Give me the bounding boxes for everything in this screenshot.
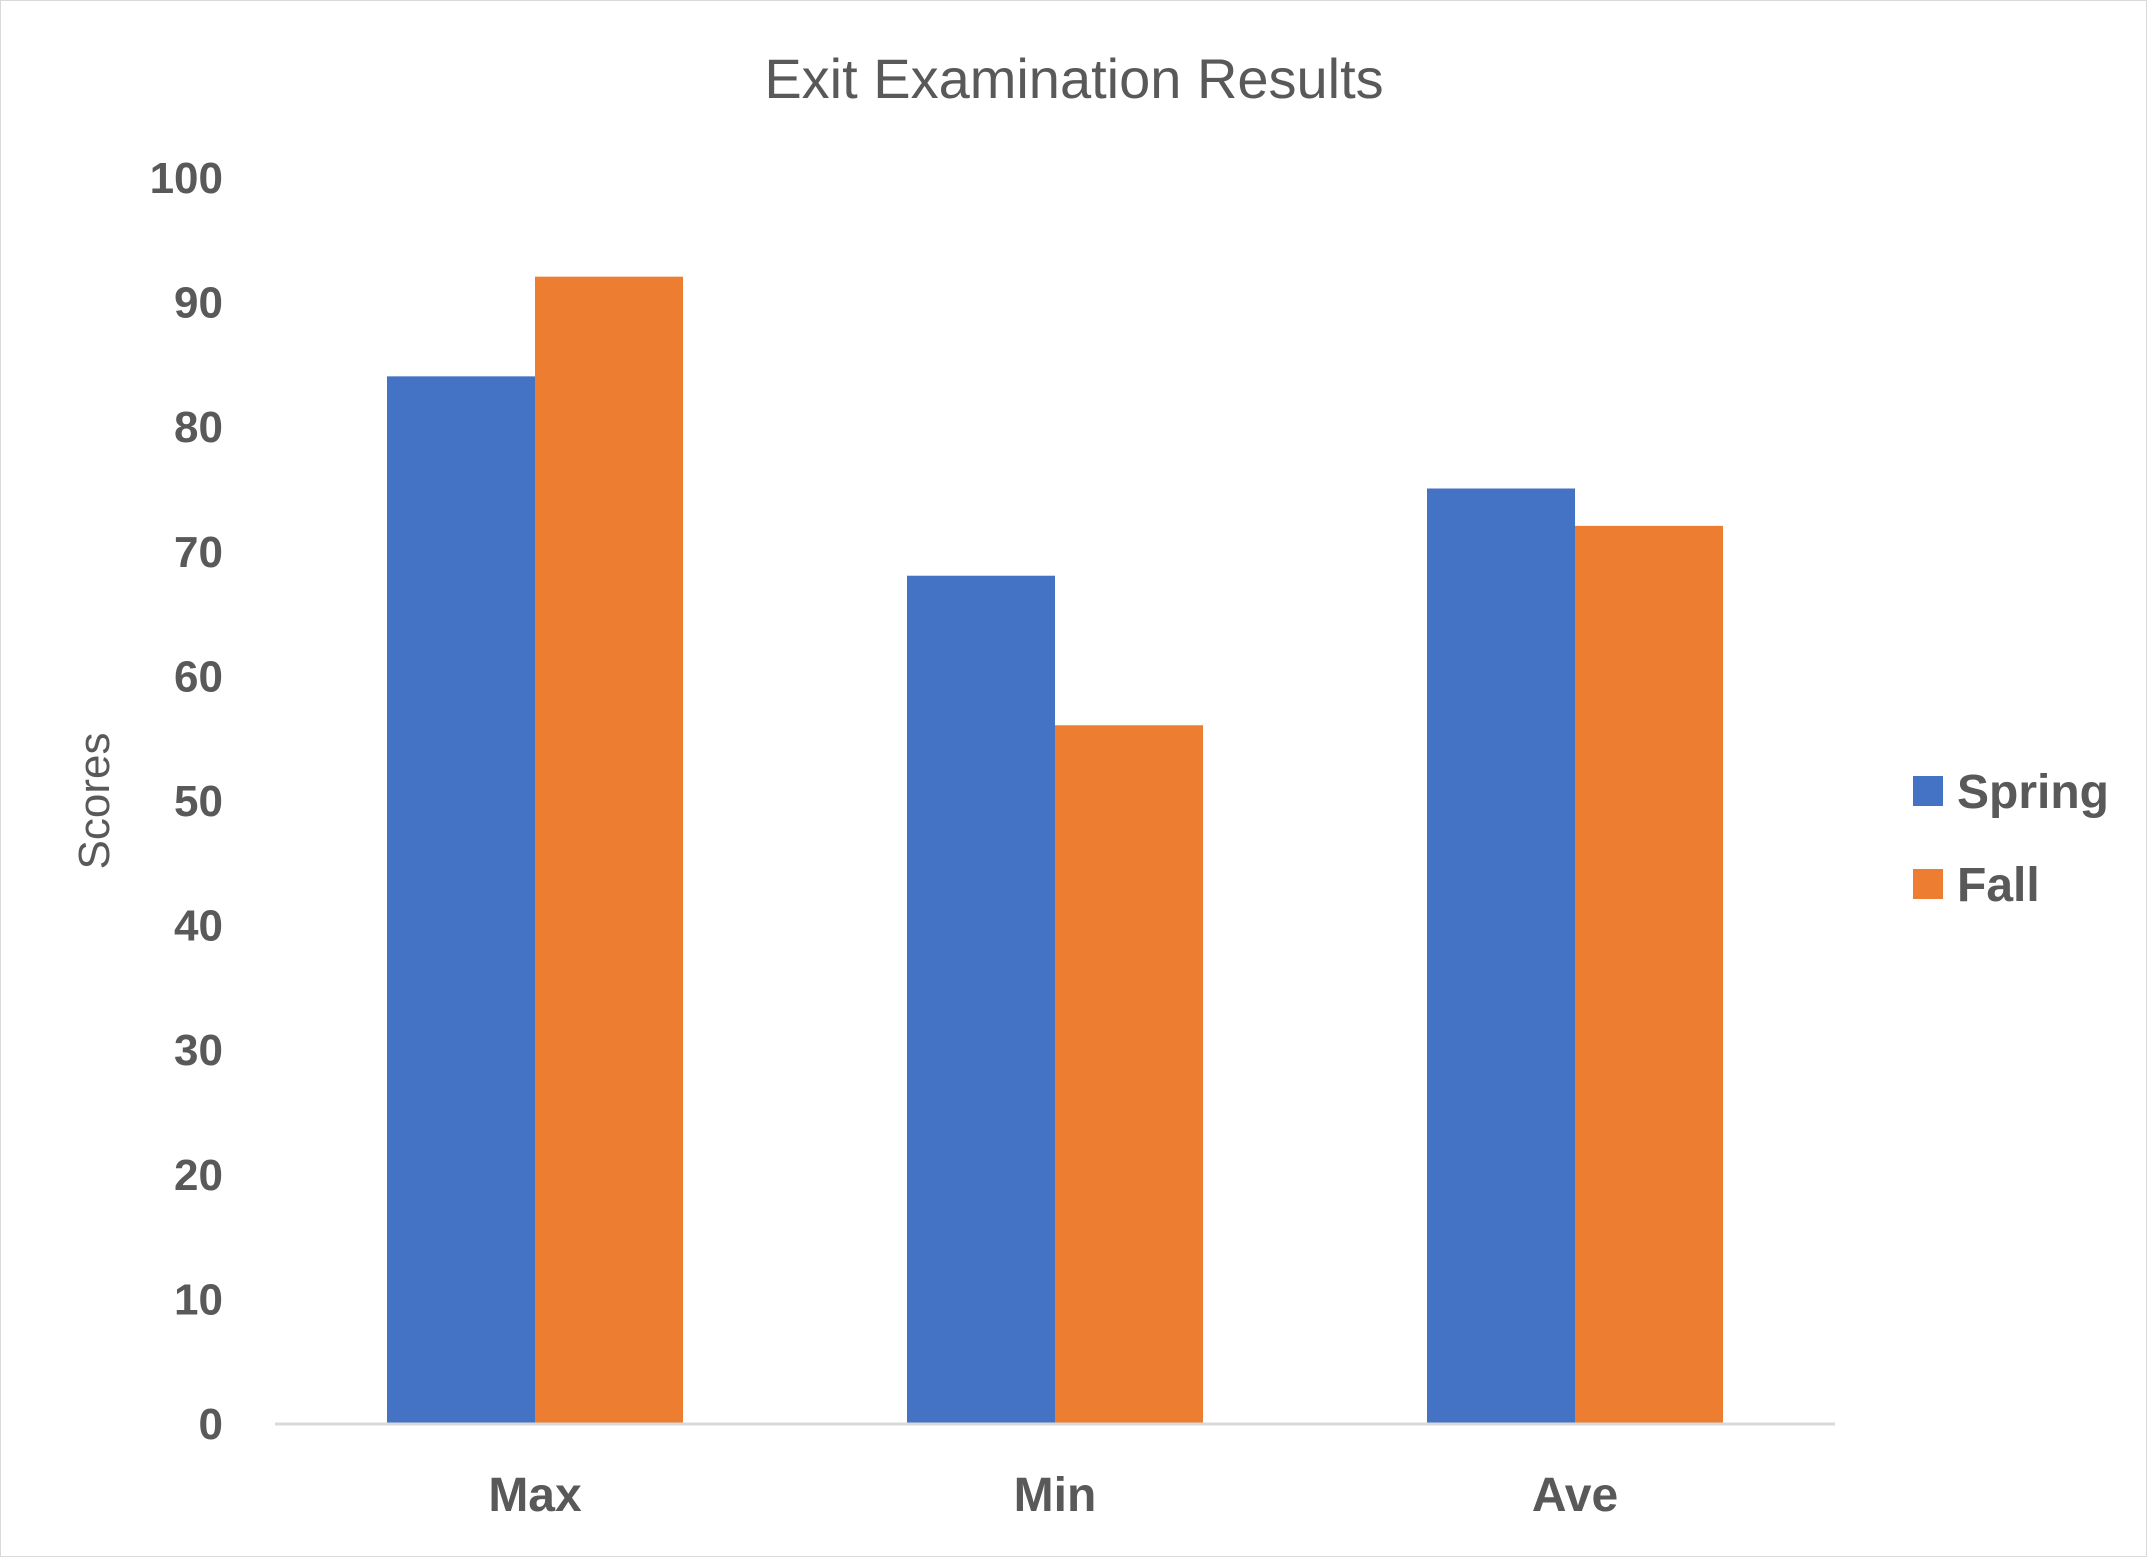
y-tick-label: 20 (174, 1151, 223, 1200)
x-tick-label: Max (488, 1469, 582, 1522)
y-tick-label: 80 (174, 403, 223, 452)
chart-title: Exit Examination Results (764, 47, 1383, 110)
y-axis-label: Scores (70, 733, 119, 870)
y-tick-label: 40 (174, 902, 223, 951)
bar-fall-ave (1575, 525, 1723, 1423)
legend-swatch-fall (1913, 869, 1943, 899)
plot-area: 0 10 20 30 40 50 60 70 80 90 100 Max Min Ave (150, 154, 1835, 1522)
legend-swatch-spring (1913, 776, 1943, 806)
legend-label-fall: Fall (1957, 859, 2040, 912)
y-tick-label: 90 (174, 279, 223, 328)
bar-spring-min (907, 575, 1055, 1423)
y-tick-label: 60 (174, 652, 223, 701)
bar-fall-max (535, 276, 683, 1424)
y-tick-label: 10 (174, 1275, 223, 1324)
bar-fall-min (1055, 725, 1203, 1423)
x-tick-label: Ave (1532, 1469, 1618, 1522)
y-tick-label: 70 (174, 528, 223, 577)
bar-spring-max (387, 376, 535, 1423)
y-tick-label: 100 (150, 154, 223, 203)
legend-label-spring: Spring (1957, 766, 2109, 819)
x-tick-label: Min (1014, 1469, 1097, 1522)
y-tick-label: 0 (199, 1400, 223, 1449)
legend: Spring Fall (1913, 766, 2109, 912)
y-tick-label: 30 (174, 1026, 223, 1075)
bar-spring-ave (1427, 488, 1575, 1423)
y-tick-label: 50 (174, 777, 223, 826)
